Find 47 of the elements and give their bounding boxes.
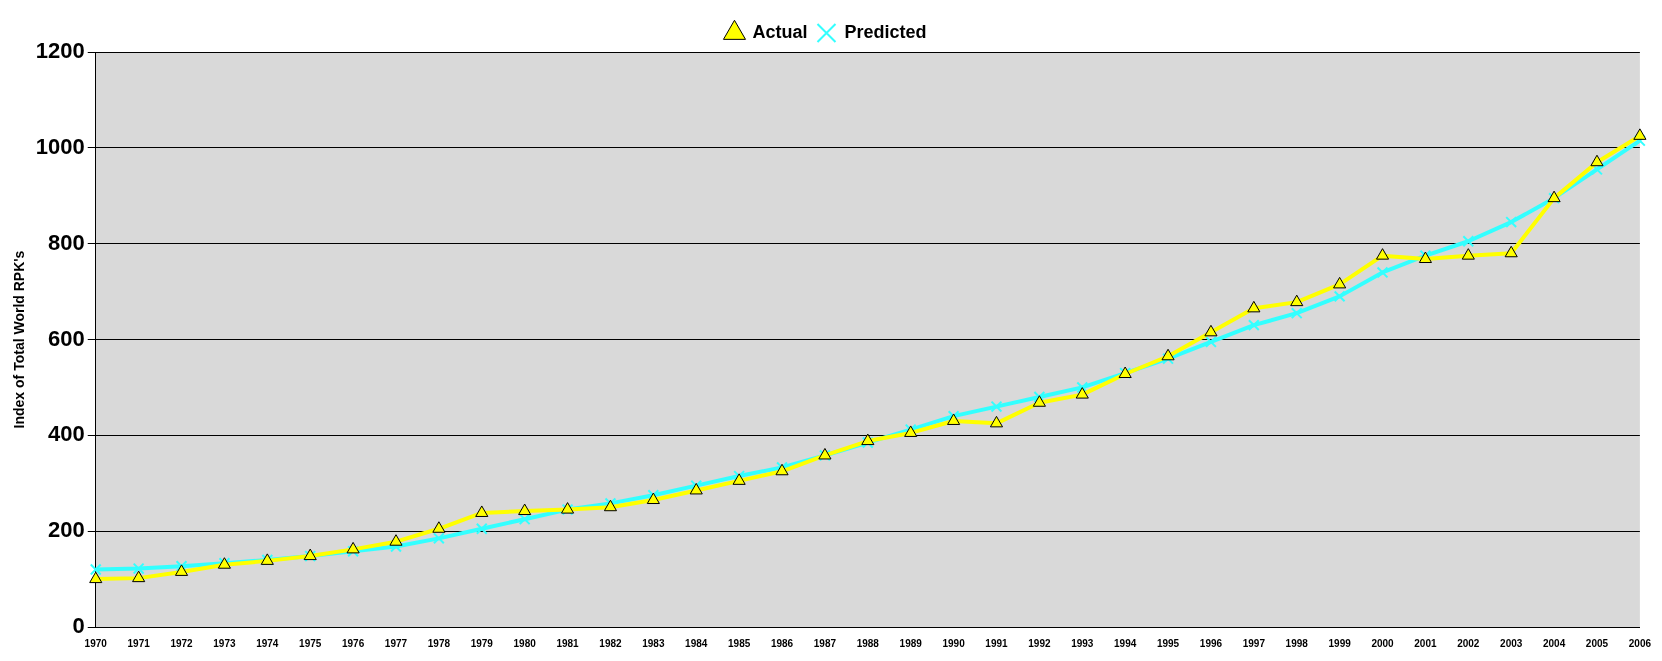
x-tick-label: 1983 xyxy=(642,637,665,649)
y-tick-label: 0 xyxy=(72,613,85,639)
x-tick-label: 2000 xyxy=(1371,637,1395,649)
x-tick-label: 1970 xyxy=(84,637,108,649)
x-tick-label: 2006 xyxy=(1628,637,1652,649)
x-tick-label: 1980 xyxy=(513,637,537,649)
y-tick-label: 1200 xyxy=(35,38,85,64)
y-tick-label: 600 xyxy=(48,325,85,351)
x-tick-label: 1989 xyxy=(899,637,923,649)
x-tick-label: 1974 xyxy=(256,637,279,649)
legend-label: Predicted xyxy=(844,21,927,42)
y-tick-label: 1000 xyxy=(35,133,85,159)
x-tick-label: 1979 xyxy=(470,637,494,649)
y-tick-label: 800 xyxy=(48,229,85,255)
x-tick-label: 2001 xyxy=(1414,637,1437,649)
x-tick-label: 1971 xyxy=(127,637,151,649)
x-tick-label: 1999 xyxy=(1328,637,1352,649)
x-tick-label: 1984 xyxy=(685,637,708,649)
x-tick-label: 1977 xyxy=(384,637,408,649)
y-tick-label: 400 xyxy=(48,421,85,447)
x-tick-label: 1981 xyxy=(556,637,580,649)
x-tick-label: 1991 xyxy=(985,637,1009,649)
x-tick-label: 1978 xyxy=(427,637,451,649)
x-tick-label: 1986 xyxy=(770,637,794,649)
x-tick-label: 1992 xyxy=(1028,637,1051,649)
x-tick-label: 1972 xyxy=(170,637,194,649)
x-tick-label: 1975 xyxy=(299,637,322,649)
x-tick-label: 2002 xyxy=(1457,637,1480,649)
x-tick-label: 1994 xyxy=(1114,637,1137,649)
x-tick-label: 1985 xyxy=(728,637,751,649)
x-tick-label: 1997 xyxy=(1242,637,1266,649)
x-tick-label: 1976 xyxy=(341,637,365,649)
x-tick-label: 2004 xyxy=(1542,637,1566,649)
x-tick-label: 1998 xyxy=(1285,637,1309,649)
x-tick-label: 1987 xyxy=(813,637,837,649)
x-tick-label: 1993 xyxy=(1071,637,1094,649)
x-tick-label: 1973 xyxy=(213,637,236,649)
x-tick-label: 1990 xyxy=(942,637,966,649)
x-tick-label: 1995 xyxy=(1156,637,1180,649)
legend-label: Actual xyxy=(752,21,808,42)
x-tick-label: 1988 xyxy=(856,637,880,649)
x-tick-label: 1996 xyxy=(1199,637,1223,649)
x-tick-label: 2005 xyxy=(1585,637,1609,649)
y-tick-label: 200 xyxy=(48,517,85,543)
x-tick-label: 1982 xyxy=(599,637,623,649)
x-tick-label: 2003 xyxy=(1500,637,1523,649)
y-axis-title: Index of Total World RPK's xyxy=(11,250,28,429)
